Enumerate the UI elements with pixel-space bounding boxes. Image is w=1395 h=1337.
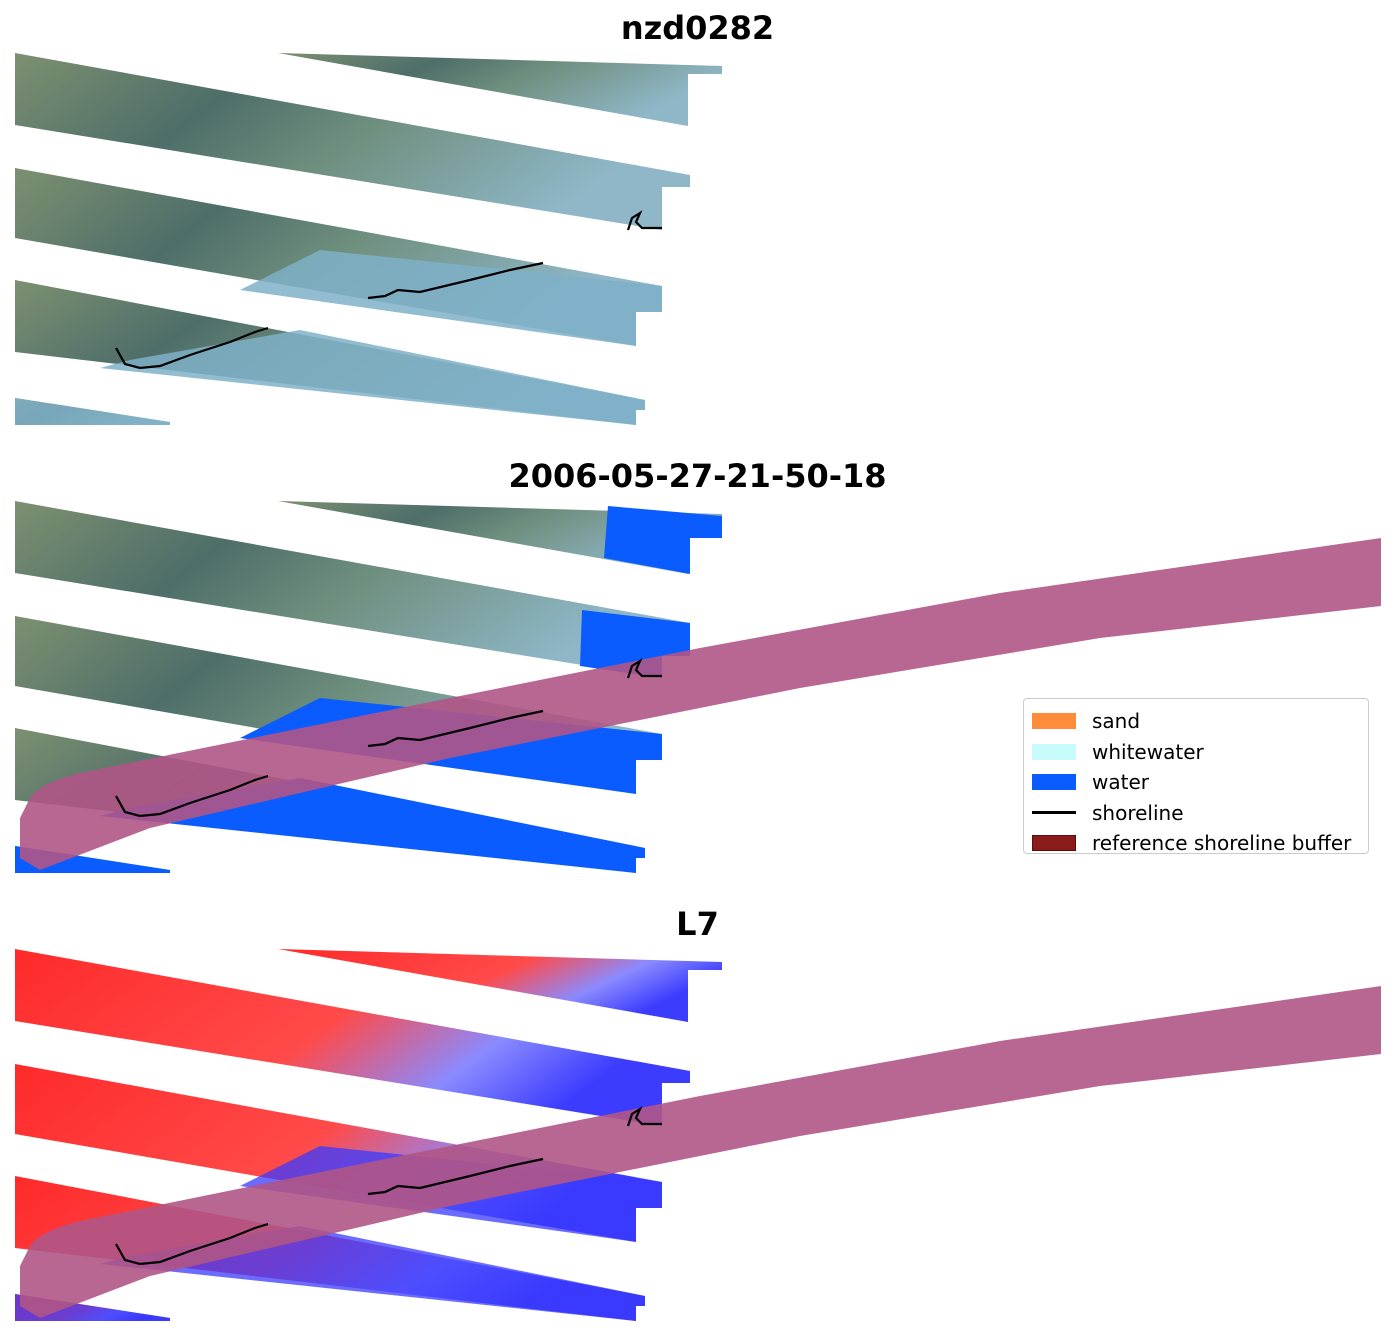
whitewater-swatch [1032, 743, 1076, 760]
classified-image-panel [15, 501, 1381, 873]
shoreline [115, 210, 662, 370]
shoreline-segment [626, 658, 662, 679]
reference-shoreline-buffer [20, 986, 1381, 1318]
shoreline-segment [115, 326, 269, 370]
legend-item-sand: sand [1032, 706, 1360, 737]
shoreline-line-swatch [1032, 811, 1076, 815]
water-swatch [1032, 774, 1076, 791]
legend-label: sand [1092, 709, 1141, 734]
legend-item-water: water [1032, 767, 1360, 798]
reference-shoreline-buffer [20, 538, 1381, 870]
shoreline-segment [115, 1222, 269, 1266]
water-pixels [604, 506, 722, 574]
legend-label: whitewater [1092, 739, 1204, 764]
legend-label: reference shoreline buffer [1092, 831, 1352, 856]
shoreline-segment [626, 1106, 662, 1127]
scan-strip [278, 949, 722, 1022]
scan-strip [15, 949, 690, 1126]
panel-title-index: L7 [676, 905, 719, 943]
panel-title-rgb: nzd0282 [620, 9, 775, 47]
legend-item-buffer: reference shoreline buffer [1032, 828, 1360, 859]
index-image-panel [15, 949, 1381, 1321]
water-pixels [580, 610, 690, 678]
shoreline-segment [115, 774, 269, 818]
sea-area [15, 250, 662, 425]
shoreline [115, 1106, 662, 1266]
legend-label: shoreline [1092, 800, 1184, 825]
shoreline-segment [367, 261, 544, 300]
legend-item-shoreline: shoreline [1032, 798, 1360, 829]
scan-strip [15, 501, 690, 678]
buffer-swatch [1032, 835, 1076, 852]
shoreline [115, 658, 662, 818]
sand-swatch [1032, 713, 1076, 730]
sea-strip [15, 398, 170, 425]
panel-title-classified: 2006-05-27-21-50-18 [508, 457, 887, 495]
sea-strip [240, 250, 662, 346]
shoreline-segment [367, 1157, 544, 1196]
shoreline-segment [367, 709, 544, 748]
scan-strip [278, 53, 722, 126]
legend-item-whitewater: whitewater [1032, 737, 1360, 768]
rgb-image-panel [15, 53, 722, 425]
legend-label: water [1092, 770, 1149, 795]
legend: sand whitewater water shoreline referenc… [1023, 698, 1369, 855]
scan-strip [15, 53, 690, 230]
sea-strip [100, 330, 645, 425]
shoreline-segment [626, 210, 662, 231]
